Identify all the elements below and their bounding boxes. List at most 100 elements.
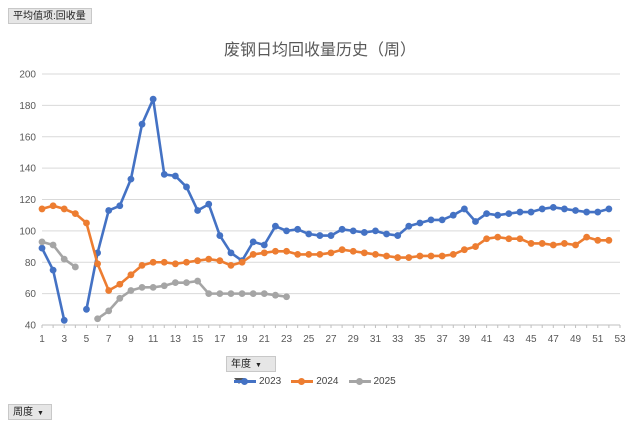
week-field-button[interactable]: 周度 ▼ <box>8 404 52 420</box>
data-point-2023 <box>83 305 90 313</box>
data-point-2024 <box>483 235 491 243</box>
y-tick-label: 160 <box>19 132 36 143</box>
data-point-2023 <box>105 207 113 214</box>
series-line-2025 <box>96 279 287 320</box>
data-point-2025 <box>194 277 202 285</box>
data-point-2025 <box>71 263 79 271</box>
data-point-2023 <box>427 216 435 224</box>
data-point-2023 <box>149 95 157 103</box>
y-tick-label: 100 <box>19 226 36 237</box>
x-tick-label: 45 <box>526 334 538 345</box>
data-point-2023 <box>472 218 479 225</box>
y-tick-label: 80 <box>25 258 37 269</box>
series-line-2025 <box>41 240 77 269</box>
data-point-2024 <box>316 251 324 258</box>
data-point-2025 <box>94 315 101 323</box>
data-point-2024 <box>338 246 346 254</box>
data-point-2024 <box>149 258 157 266</box>
data-point-2023 <box>249 238 257 246</box>
x-tick-label: 3 <box>61 334 67 345</box>
data-point-2024 <box>572 241 579 249</box>
data-point-2024 <box>171 260 179 268</box>
data-point-2024 <box>594 236 602 244</box>
data-point-2024 <box>116 280 124 288</box>
data-point-2023 <box>494 211 502 219</box>
data-point-2024 <box>583 233 591 241</box>
data-point-2023 <box>438 216 446 224</box>
legend-swatch-2025 <box>348 378 371 385</box>
data-point-2024 <box>505 235 513 243</box>
data-point-2023 <box>505 210 513 218</box>
data-point-2024 <box>372 251 379 258</box>
data-point-2025 <box>127 287 135 294</box>
data-point-2024 <box>394 254 402 261</box>
y-tick-label: 120 <box>19 195 36 206</box>
data-point-2023 <box>527 208 535 216</box>
data-point-2023 <box>561 205 568 213</box>
data-point-2023 <box>460 205 468 213</box>
x-tick-label: 9 <box>128 334 134 345</box>
data-point-2024 <box>438 252 446 260</box>
data-point-2024 <box>71 210 79 218</box>
data-point-2024 <box>383 252 390 260</box>
data-point-2023 <box>116 202 124 210</box>
legend-item-2025[interactable]: 2025 <box>348 376 396 387</box>
data-point-2024 <box>405 254 413 261</box>
x-tick-label: 1 <box>39 334 45 345</box>
x-tick-label: 41 <box>481 334 493 345</box>
data-point-2025 <box>238 290 246 298</box>
data-point-2024 <box>138 261 146 269</box>
data-point-2024 <box>294 251 302 258</box>
data-point-2024 <box>38 205 46 213</box>
data-point-2024 <box>561 240 568 247</box>
legend-label-2024: 2024 <box>316 376 339 387</box>
data-point-2023 <box>405 222 413 230</box>
x-tick-label: 11 <box>148 334 159 345</box>
data-point-2023 <box>327 232 335 239</box>
data-point-2024 <box>527 240 535 247</box>
data-point-2024 <box>227 261 235 269</box>
week-field-label: 周度 <box>13 407 33 418</box>
data-point-2025 <box>249 290 257 298</box>
x-tick-label: 51 <box>592 334 604 345</box>
data-point-2024 <box>427 252 435 260</box>
year-field-button[interactable]: 年度 ▼ <box>226 356 276 385</box>
data-point-2024 <box>205 255 213 263</box>
data-point-2024 <box>283 247 290 255</box>
legend-item-2024[interactable]: 2024 <box>291 376 339 387</box>
data-point-2024 <box>194 257 202 265</box>
data-point-2024 <box>183 258 190 266</box>
data-point-2023 <box>372 227 379 235</box>
series-line-2023 <box>85 97 610 310</box>
x-tick-label: 13 <box>170 334 182 345</box>
data-point-2023 <box>594 208 602 216</box>
legend-item-2023[interactable]: 2023 <box>234 376 281 387</box>
data-point-2025 <box>205 290 213 298</box>
y-tick-label: 180 <box>19 101 36 112</box>
x-tick-label: 37 <box>437 334 449 345</box>
data-point-2025 <box>149 283 157 291</box>
value-field-label: 平均值项:回收量 <box>13 11 86 22</box>
data-point-2025 <box>283 293 290 301</box>
x-tick-label: 7 <box>106 334 112 345</box>
data-point-2024 <box>249 251 257 258</box>
x-tick-label: 21 <box>259 334 271 345</box>
data-point-2023 <box>394 232 402 239</box>
data-point-2024 <box>127 271 135 279</box>
data-point-2023 <box>605 205 613 213</box>
dropdown-arrow-icon: ▼ <box>255 362 262 369</box>
data-point-2023 <box>171 172 179 180</box>
data-point-2023 <box>38 244 46 252</box>
data-point-2023 <box>538 205 546 213</box>
data-point-2023 <box>272 222 279 230</box>
data-point-2025 <box>260 290 268 298</box>
data-point-2024 <box>216 257 224 265</box>
data-point-2023 <box>516 208 524 216</box>
data-point-2024 <box>349 247 357 255</box>
data-point-2024 <box>494 233 502 241</box>
data-point-2023 <box>49 266 57 274</box>
data-point-2023 <box>360 229 368 236</box>
legend-swatch-2024 <box>291 378 314 385</box>
data-point-2024 <box>472 243 479 250</box>
value-field-button[interactable]: 平均值项:回收量 <box>8 8 92 24</box>
